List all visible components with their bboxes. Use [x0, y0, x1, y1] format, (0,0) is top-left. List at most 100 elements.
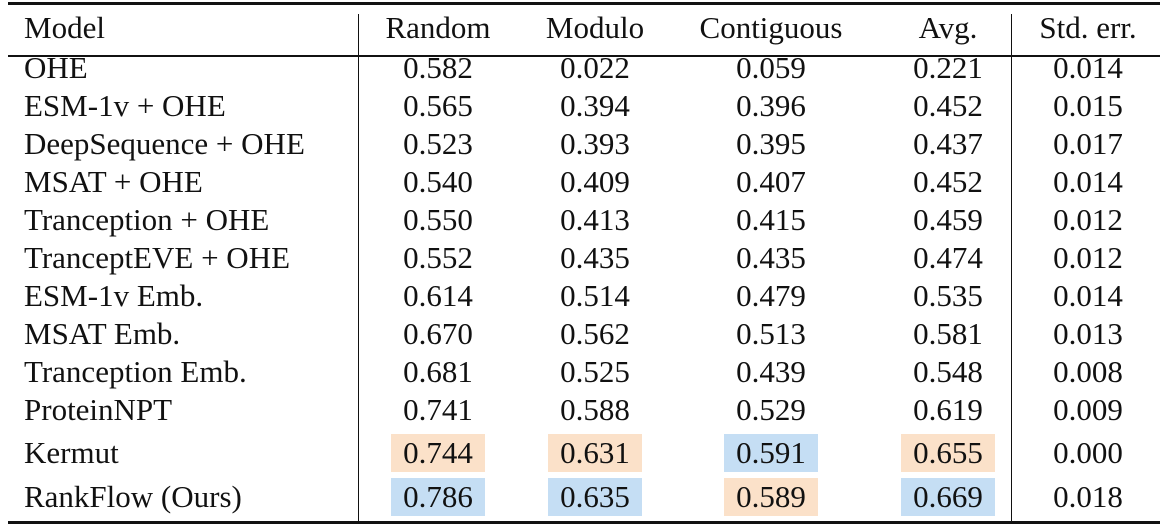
table-vertical-rule-stderr [1011, 14, 1012, 521]
avg-value: 0.221 [913, 50, 983, 85]
random-value: 0.565 [403, 88, 473, 123]
highlight-best: 0.669 [901, 478, 995, 516]
modulo-value: 0.525 [560, 354, 630, 389]
contiguous-value: 0.439 [736, 354, 806, 389]
stderr-value: 0.013 [1053, 316, 1123, 351]
table-row: DeepSequence + OHE 0.523 0.393 0.395 0.4… [8, 125, 1160, 163]
table-row: OHE 0.582 0.022 0.059 0.221 0.014 [8, 49, 1160, 87]
table-top-rule [8, 2, 1160, 5]
random-value: 0.552 [403, 240, 473, 275]
highlight-second-best: 0.744 [391, 434, 485, 472]
contiguous-value: 0.395 [736, 126, 806, 161]
avg-value: 0.437 [913, 126, 983, 161]
table-bottom-rule [8, 521, 1160, 524]
highlight-second-best: 0.589 [724, 478, 818, 516]
random-value: 0.741 [403, 392, 473, 427]
modulo-value: 0.562 [560, 316, 630, 351]
modulo-value: 0.631 [535, 434, 655, 472]
random-value: 0.582 [403, 50, 473, 85]
random-value: 0.786 [378, 478, 498, 516]
random-value: 0.523 [403, 126, 473, 161]
random-value: 0.744 [378, 434, 498, 472]
model-name: DeepSequence + OHE [24, 126, 305, 161]
contiguous-value: 0.435 [736, 240, 806, 275]
stderr-value: 0.014 [1053, 278, 1123, 313]
model-name: ESM-1v + OHE [24, 88, 226, 123]
contiguous-value: 0.479 [736, 278, 806, 313]
contiguous-value: 0.415 [736, 202, 806, 237]
random-value: 0.540 [403, 164, 473, 199]
stderr-value: 0.015 [1053, 88, 1123, 123]
modulo-value: 0.514 [560, 278, 630, 313]
model-name: ProteinNPT [24, 392, 173, 427]
contiguous-value: 0.513 [736, 316, 806, 351]
avg-value: 0.655 [888, 434, 1008, 472]
modulo-value: 0.413 [560, 202, 630, 237]
highlight-best: 0.786 [391, 478, 485, 516]
avg-value: 0.619 [913, 392, 983, 427]
stderr-value: 0.000 [1053, 435, 1123, 470]
header-modulo: Modulo [545, 10, 645, 45]
avg-value: 0.452 [913, 88, 983, 123]
modulo-value: 0.393 [560, 126, 630, 161]
stderr-value: 0.012 [1053, 202, 1123, 237]
avg-value: 0.581 [913, 316, 983, 351]
header-avg: Avg. [918, 10, 978, 45]
modulo-value: 0.435 [560, 240, 630, 275]
table-row: ESM-1v Emb. 0.614 0.514 0.479 0.535 0.01… [8, 277, 1160, 315]
table-header-row: Model Random Modulo Contiguous Avg. Std.… [8, 9, 1160, 47]
header-random: Random [385, 10, 491, 45]
table-header-rule [8, 55, 1160, 57]
avg-value: 0.474 [913, 240, 983, 275]
highlight-best: 0.591 [724, 434, 818, 472]
stderr-value: 0.008 [1053, 354, 1123, 389]
avg-value: 0.452 [913, 164, 983, 199]
modulo-value: 0.588 [560, 392, 630, 427]
table-row: Kermut 0.744 0.631 0.591 0.655 0.000 [8, 434, 1160, 472]
highlight-best: 0.635 [548, 478, 642, 516]
table-row: Tranception Emb. 0.681 0.525 0.439 0.548… [8, 353, 1160, 391]
table-row: ProteinNPT 0.741 0.588 0.529 0.619 0.009 [8, 391, 1160, 429]
avg-value: 0.548 [913, 354, 983, 389]
avg-value: 0.669 [888, 478, 1008, 516]
header-stderr: Std. err. [1039, 10, 1137, 45]
table-row: Tranception + OHE 0.550 0.413 0.415 0.45… [8, 201, 1160, 239]
stderr-value: 0.014 [1053, 50, 1123, 85]
model-name: Tranception + OHE [24, 202, 270, 237]
contiguous-value: 0.396 [736, 88, 806, 123]
model-name: OHE [24, 50, 88, 85]
model-name: ESM-1v Emb. [24, 278, 204, 313]
stderr-value: 0.009 [1053, 392, 1123, 427]
modulo-value: 0.635 [535, 478, 655, 516]
stderr-value: 0.014 [1053, 164, 1123, 199]
highlight-second-best: 0.631 [548, 434, 642, 472]
highlight-second-best: 0.655 [901, 434, 995, 472]
contiguous-value: 0.529 [736, 392, 806, 427]
model-name: Kermut [24, 435, 119, 470]
contiguous-value: 0.407 [736, 164, 806, 199]
random-value: 0.614 [403, 278, 473, 313]
table-row: TranceptEVE + OHE 0.552 0.435 0.435 0.47… [8, 239, 1160, 277]
model-name: MSAT + OHE [24, 164, 203, 199]
contiguous-value: 0.591 [691, 434, 851, 472]
table-vertical-rule-model [358, 14, 359, 521]
modulo-value: 0.409 [560, 164, 630, 199]
stderr-value: 0.018 [1053, 479, 1123, 514]
stderr-value: 0.012 [1053, 240, 1123, 275]
table-row: MSAT Emb. 0.670 0.562 0.513 0.581 0.013 [8, 315, 1160, 353]
modulo-value: 0.394 [560, 88, 630, 123]
contiguous-value: 0.589 [691, 478, 851, 516]
model-name: TranceptEVE + OHE [24, 240, 291, 275]
avg-value: 0.535 [913, 278, 983, 313]
stderr-value: 0.017 [1053, 126, 1123, 161]
random-value: 0.550 [403, 202, 473, 237]
modulo-value: 0.022 [560, 50, 630, 85]
table-row: MSAT + OHE 0.540 0.409 0.407 0.452 0.014 [8, 163, 1160, 201]
random-value: 0.681 [403, 354, 473, 389]
table-row: RankFlow (Ours) 0.786 0.635 0.589 0.669 … [8, 478, 1160, 516]
model-name: Tranception Emb. [24, 354, 247, 389]
header-contiguous: Contiguous [699, 10, 843, 45]
random-value: 0.670 [403, 316, 473, 351]
model-name: RankFlow (Ours) [24, 479, 242, 514]
avg-value: 0.459 [913, 202, 983, 237]
